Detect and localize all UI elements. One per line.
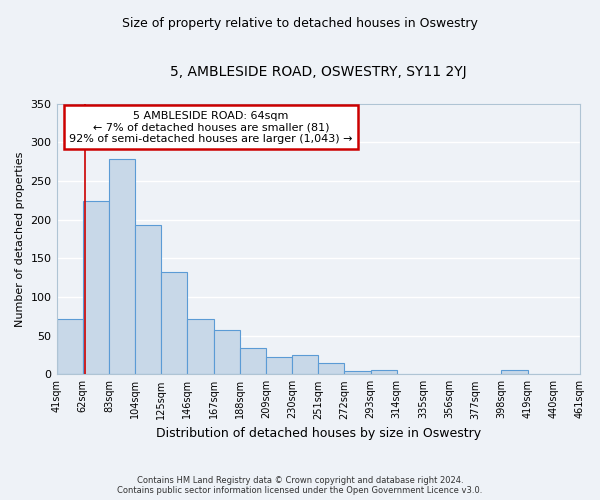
Bar bbox=[109, 158, 135, 374]
Bar bbox=[83, 201, 109, 374]
Bar bbox=[240, 348, 266, 374]
X-axis label: Distribution of detached houses by size in Oswestry: Distribution of detached houses by size … bbox=[156, 427, 481, 440]
Text: 5 AMBLESIDE ROAD: 64sqm
← 7% of detached houses are smaller (81)
92% of semi-det: 5 AMBLESIDE ROAD: 64sqm ← 7% of detached… bbox=[69, 110, 353, 144]
Bar bbox=[292, 355, 318, 374]
Bar bbox=[187, 320, 214, 374]
Bar bbox=[214, 330, 240, 374]
Y-axis label: Number of detached properties: Number of detached properties bbox=[15, 152, 25, 326]
Title: 5, AMBLESIDE ROAD, OSWESTRY, SY11 2YJ: 5, AMBLESIDE ROAD, OSWESTRY, SY11 2YJ bbox=[170, 65, 467, 79]
Bar bbox=[266, 358, 292, 374]
Text: Size of property relative to detached houses in Oswestry: Size of property relative to detached ho… bbox=[122, 18, 478, 30]
Text: Contains HM Land Registry data © Crown copyright and database right 2024.
Contai: Contains HM Land Registry data © Crown c… bbox=[118, 476, 482, 495]
Bar bbox=[161, 272, 187, 374]
Bar bbox=[56, 320, 83, 374]
Bar bbox=[344, 371, 371, 374]
Bar bbox=[502, 370, 527, 374]
Bar bbox=[371, 370, 397, 374]
Bar bbox=[318, 362, 344, 374]
Bar bbox=[135, 225, 161, 374]
